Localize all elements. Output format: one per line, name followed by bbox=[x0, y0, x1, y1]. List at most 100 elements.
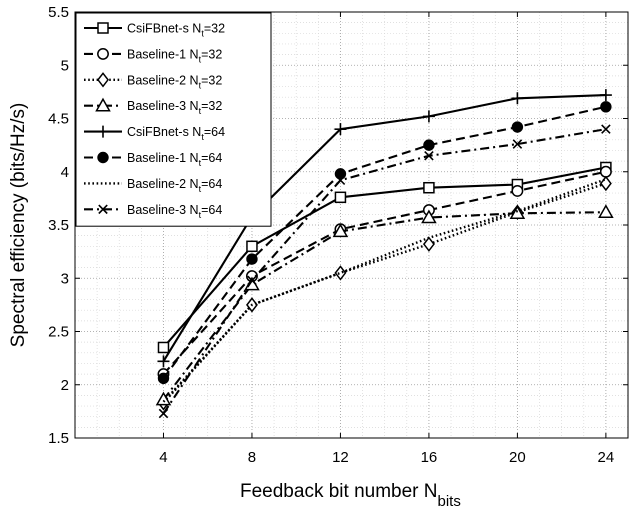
data-point-marker bbox=[332, 223, 349, 238]
series-line bbox=[162, 170, 607, 375]
y-tick-label: 2 bbox=[61, 377, 69, 394]
data-point-marker bbox=[600, 101, 612, 113]
x-axis-label: Feedback bit number Nbits bbox=[240, 481, 461, 510]
x-tick-label: 16 bbox=[421, 449, 438, 466]
y-tick-label: 2.5 bbox=[48, 324, 69, 341]
legend-item: Baseline-2 Nt=32 bbox=[84, 72, 222, 90]
legend-label-suffix: =64 bbox=[204, 125, 225, 139]
legend-label: Baseline-3 Nt=64 bbox=[127, 203, 222, 220]
x-tick-label: 24 bbox=[598, 449, 615, 466]
legend-label-subscript: t bbox=[201, 29, 204, 39]
data-point-marker bbox=[423, 181, 435, 194]
data-point-marker bbox=[422, 236, 435, 252]
data-point-marker bbox=[157, 341, 170, 354]
legend-label-name: Baseline-2 N bbox=[127, 177, 199, 191]
y-tick-label: 3 bbox=[61, 270, 69, 287]
series-line bbox=[162, 128, 607, 415]
y-tick-label: 5 bbox=[61, 57, 69, 74]
legend-label-suffix: =32 bbox=[201, 47, 222, 61]
legend-marker bbox=[95, 97, 111, 112]
legend-label-name: Baseline-1 N bbox=[127, 47, 199, 61]
y-axis-ticks: 1.5 2 2.5 3 3.5 4 4.5 5 5.5 bbox=[48, 4, 628, 447]
data-point-marker bbox=[421, 209, 437, 224]
data-point-marker bbox=[335, 175, 346, 186]
legend-label-subscript: t bbox=[199, 158, 202, 168]
data-point-marker bbox=[247, 275, 257, 286]
y-tick-label: 1.5 bbox=[48, 430, 69, 447]
legend-label-subscript: t bbox=[199, 54, 202, 64]
legend-label-subscript: t bbox=[199, 106, 202, 116]
legend-label: Baseline-1 Nt=64 bbox=[127, 151, 222, 168]
legend-label: Baseline-2 Nt=32 bbox=[127, 73, 222, 90]
data-point-marker bbox=[157, 355, 170, 368]
y-tick-label: 5.5 bbox=[48, 4, 69, 21]
legend-label-name: CsiFBnet-s N bbox=[127, 125, 201, 139]
data-point-marker bbox=[334, 265, 347, 281]
data-point-marker bbox=[599, 89, 612, 102]
data-point-marker bbox=[246, 240, 258, 253]
x-axis-ticks: 4 8 12 16 20 24 bbox=[159, 12, 614, 466]
legend-label-name: Baseline-3 N bbox=[127, 99, 199, 113]
series-line bbox=[162, 178, 607, 403]
legend-marker bbox=[97, 22, 109, 34]
series-1 bbox=[157, 161, 612, 354]
data-point-marker bbox=[512, 139, 523, 149]
legend-label: CsiFBnet-s Nt=64 bbox=[127, 125, 225, 142]
legend-label-subscript: t bbox=[199, 210, 202, 220]
legend-item: Baseline-2 Nt=64 bbox=[84, 177, 222, 194]
legend-marker bbox=[98, 204, 108, 215]
data-point-marker bbox=[157, 372, 170, 385]
legend-label: Baseline-3 Nt=32 bbox=[127, 99, 222, 116]
legend-label-name: CsiFBnet-s N bbox=[127, 22, 201, 36]
data-point-marker bbox=[158, 408, 169, 419]
series-8 bbox=[158, 124, 611, 419]
series-line bbox=[162, 94, 606, 362]
x-tick-label: 20 bbox=[509, 449, 526, 466]
data-point-marker bbox=[422, 110, 435, 123]
legend-label-name: Baseline-2 N bbox=[127, 73, 199, 87]
legend-label-subscript: t bbox=[199, 80, 202, 90]
legend-item: CsiFBnet-s Nt=64 bbox=[84, 125, 225, 142]
legend-label-suffix: =64 bbox=[201, 203, 222, 217]
series-line bbox=[162, 211, 606, 401]
legend-marker bbox=[97, 47, 109, 60]
y-axis-label: Spectral efficiency (bits/Hz/s) bbox=[8, 103, 29, 348]
plot-frame bbox=[74, 11, 629, 439]
legend-item: CsiFBnet-s Nt=32 bbox=[84, 22, 225, 39]
legend-label: Baseline-1 Nt=32 bbox=[127, 47, 222, 64]
legend-label: CsiFBnet-s Nt=32 bbox=[127, 22, 225, 39]
legend-label-suffix: =32 bbox=[204, 22, 225, 36]
x-tick-label: 4 bbox=[159, 449, 167, 466]
legend-marker bbox=[97, 72, 109, 88]
legend-label-subscript: t bbox=[201, 132, 204, 142]
data-point-marker bbox=[334, 168, 347, 180]
legend-item: Baseline-1 Nt=32 bbox=[84, 47, 222, 64]
legend-marker bbox=[97, 125, 109, 138]
legend-label-suffix: =32 bbox=[201, 73, 222, 87]
x-tick-label: 8 bbox=[248, 449, 256, 466]
series-7 bbox=[162, 178, 607, 403]
data-point-marker bbox=[334, 123, 347, 136]
legend-label-suffix: =32 bbox=[201, 99, 222, 113]
data-point-marker bbox=[598, 204, 614, 218]
legend-label-name: Baseline-1 N bbox=[127, 151, 199, 165]
data-point-marker bbox=[511, 92, 524, 105]
legend-label-name: Baseline-3 N bbox=[127, 203, 199, 217]
legend-item: Baseline-1 Nt=64 bbox=[84, 151, 222, 168]
data-point-marker bbox=[246, 253, 258, 265]
legend-item: Baseline-3 Nt=64 bbox=[84, 203, 222, 220]
data-point-marker bbox=[424, 151, 434, 161]
x-tick-label: 12 bbox=[332, 449, 349, 466]
legend-marker bbox=[97, 151, 109, 164]
series-line bbox=[162, 166, 607, 349]
y-tick-label: 4.5 bbox=[48, 111, 69, 128]
x-axis-label-subscript: bits bbox=[438, 493, 461, 510]
data-point-marker bbox=[423, 139, 435, 151]
data-point-marker bbox=[511, 121, 524, 133]
series-layer bbox=[155, 89, 614, 419]
y-tick-label: 3.5 bbox=[48, 217, 69, 234]
y-tick-label: 4 bbox=[61, 164, 69, 181]
series-line bbox=[162, 105, 607, 379]
